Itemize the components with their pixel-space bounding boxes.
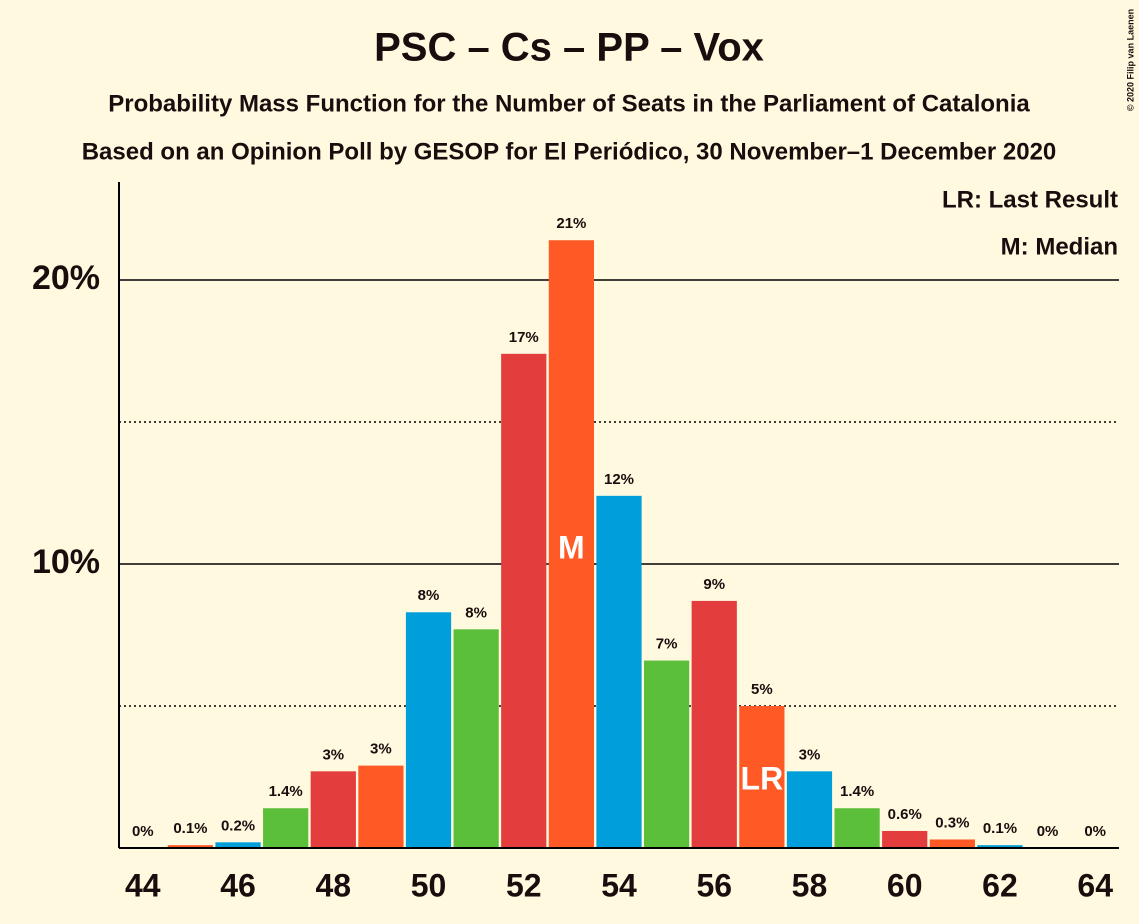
value-label: 0% <box>1037 823 1059 840</box>
bar <box>501 353 547 848</box>
x-tick-label: 62 <box>982 867 1018 903</box>
chart-title: PSC – Cs – PP – Vox <box>374 26 764 70</box>
x-tick-label: 46 <box>220 867 256 903</box>
value-label: 12% <box>604 471 634 488</box>
value-label: 7% <box>656 636 678 653</box>
value-label: 1.4% <box>840 783 874 800</box>
credit: © 2020 Filip van Laenen <box>1125 9 1135 111</box>
bar <box>882 830 928 848</box>
x-tick-label: 48 <box>315 867 351 903</box>
bar <box>405 612 452 848</box>
x-tick-label: 56 <box>696 867 732 903</box>
bar <box>263 808 309 848</box>
value-label: 21% <box>556 215 586 232</box>
value-label: 3% <box>370 741 392 758</box>
chart-subtitle: Based on an Opinion Poll by GESOP for El… <box>82 138 1057 165</box>
bar <box>786 771 833 848</box>
value-label: 0% <box>1084 823 1106 840</box>
value-label: 9% <box>703 576 725 593</box>
bar <box>167 845 214 848</box>
legend-entry: LR: Last Result <box>942 186 1118 213</box>
bar <box>548 240 594 849</box>
legend-entry: M: Median <box>1001 233 1118 260</box>
bar <box>358 765 404 848</box>
marker-label: M <box>558 530 585 566</box>
value-label: 8% <box>465 604 487 621</box>
value-label: 8% <box>418 587 440 604</box>
bar <box>834 808 880 848</box>
x-tick-label: 44 <box>125 867 161 903</box>
value-label: 0.3% <box>935 814 969 831</box>
bar <box>977 845 1023 848</box>
value-label: 5% <box>751 681 773 698</box>
value-label: 17% <box>509 329 539 346</box>
bar <box>644 660 690 848</box>
bar <box>691 600 737 848</box>
bar <box>739 705 785 848</box>
marker-label: LR <box>741 760 784 796</box>
value-label: 0.6% <box>888 806 922 823</box>
bar <box>596 495 642 848</box>
bar <box>453 629 499 848</box>
value-label: 0% <box>132 823 154 840</box>
value-label: 1.4% <box>269 783 303 800</box>
x-tick-label: 52 <box>506 867 542 903</box>
bar <box>929 839 975 848</box>
x-tick-label: 58 <box>792 867 828 903</box>
y-tick-label: 20% <box>32 259 100 297</box>
x-tick-label: 54 <box>601 867 637 903</box>
value-label: 0.1% <box>983 820 1017 837</box>
value-label: 0.1% <box>173 820 207 837</box>
y-tick-label: 10% <box>32 543 100 581</box>
value-label: 3% <box>799 746 821 763</box>
value-label: 3% <box>322 746 344 763</box>
x-tick-label: 60 <box>887 867 923 903</box>
chart-subtitle: Probability Mass Function for the Number… <box>108 90 1030 117</box>
bar <box>310 771 356 848</box>
x-tick-label: 50 <box>411 867 447 903</box>
value-label: 0.2% <box>221 817 255 834</box>
bar <box>215 842 261 848</box>
x-tick-label: 64 <box>1077 867 1113 903</box>
